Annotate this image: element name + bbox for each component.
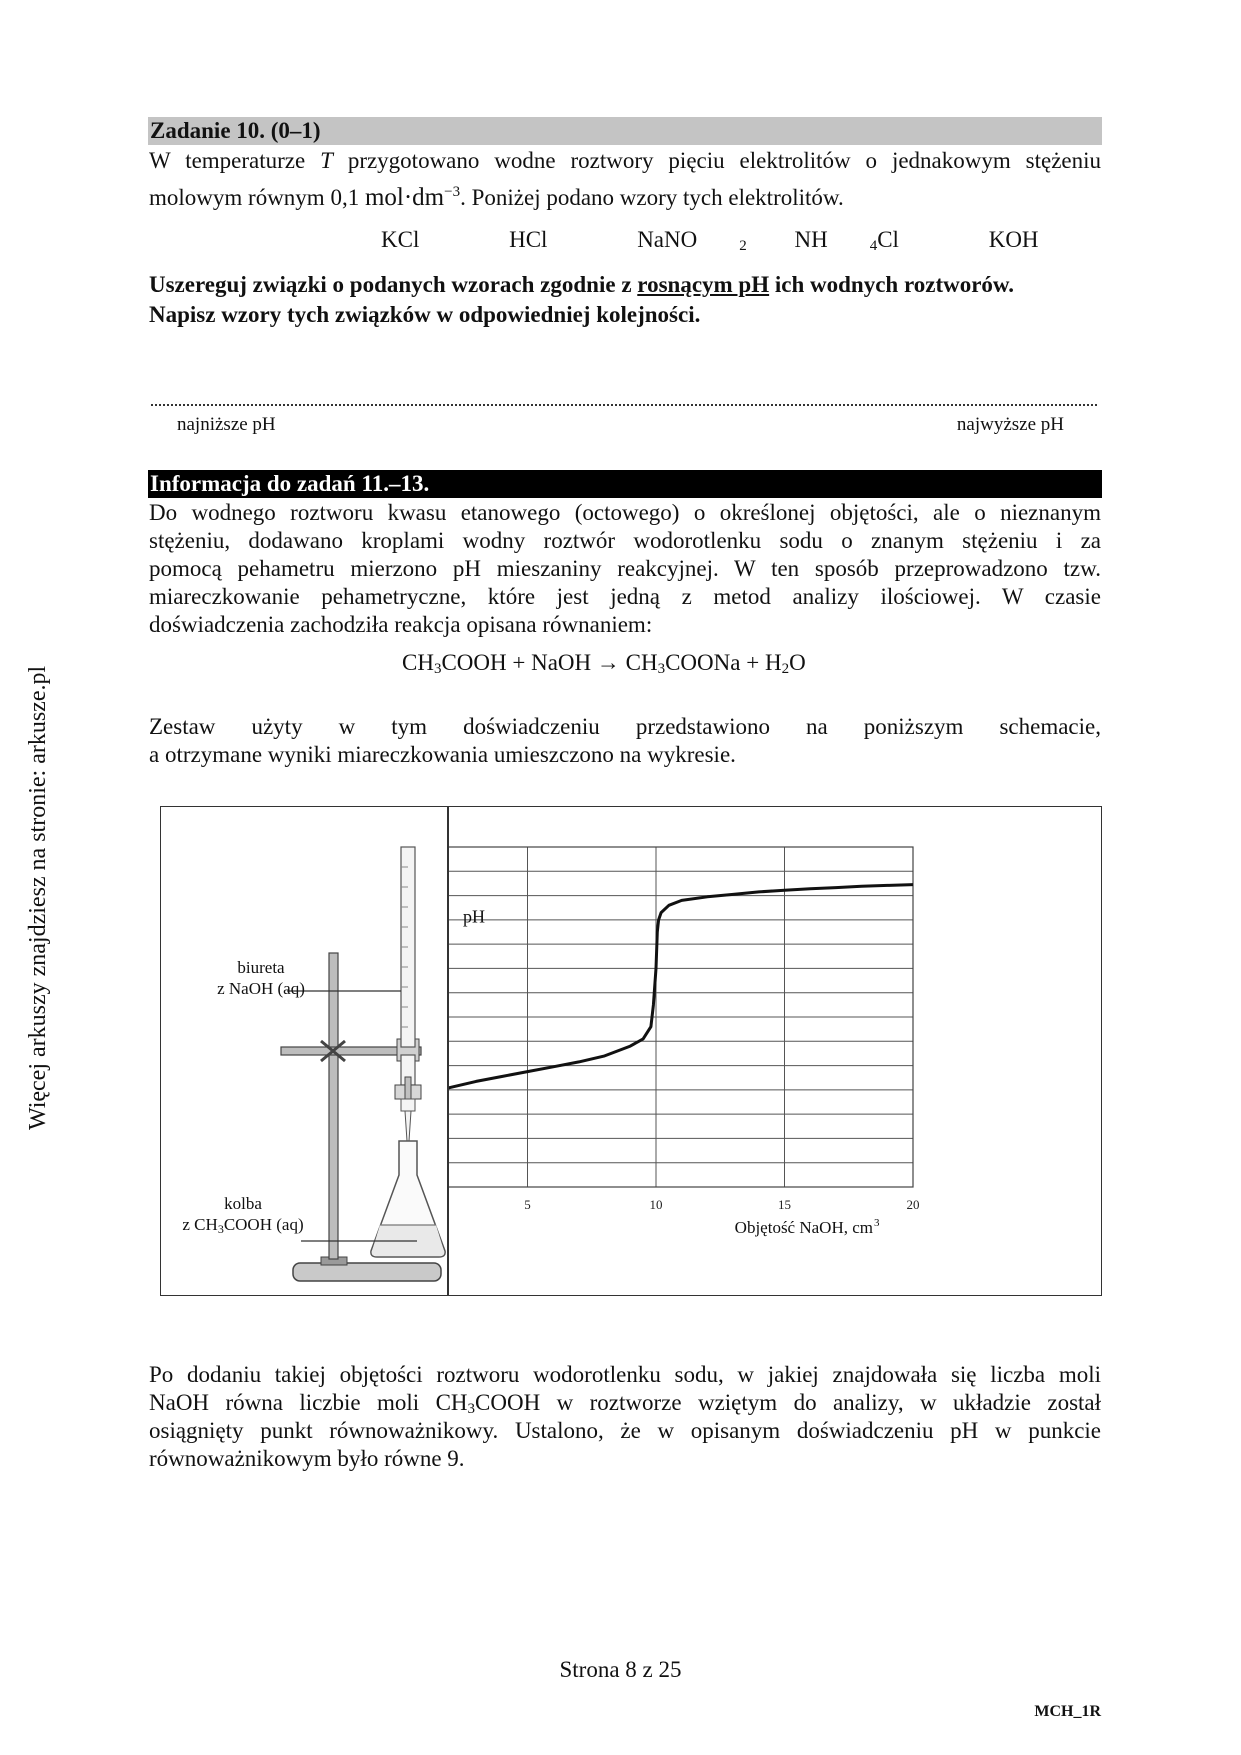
lowest-ph-label: najniższe pH (177, 414, 276, 435)
task-heading-bar (148, 117, 1102, 145)
info-paragraph-2: Zestaw użyty w tym doświadczeniu przedst… (149, 714, 1101, 767)
concentration-unit: mol·dm−3 (364, 184, 461, 211)
stand-base (292, 1262, 442, 1282)
info-heading: Informacja do zadań 11.–13. (150, 471, 430, 496)
x-axis-label-sup: 3 (874, 1217, 880, 1229)
answer-line[interactable] (151, 396, 1097, 406)
burette-label: biureta z NaOH (aq) (217, 958, 305, 998)
highest-ph-label: najwyższe pH (956, 414, 1064, 435)
exam-code: MCH_1R (1034, 1703, 1101, 1720)
task-intro: W temperaturze T przygotowano wodne rozt… (149, 147, 1101, 175)
info-paragraph: Do wodnego roztworu kwasu etanowego (oct… (149, 500, 1101, 637)
x-tick-label: 15 (778, 1197, 791, 1212)
task-heading: Zadanie 10. (0–1) (150, 118, 321, 143)
x-axis-label: Objętość NaOH, cm (735, 1218, 873, 1237)
figure-divider (447, 807, 449, 1295)
formula-3: NaNO 2 (637, 227, 747, 254)
page-number: Strona 8 z 25 (559, 1657, 682, 1682)
electrolyte-formulas: KCl HCl NaNO 2 NH 4Cl KOH (381, 227, 1123, 254)
x-tick-label: 10 (650, 1197, 663, 1212)
formula-2: HCl (509, 227, 548, 252)
formula-1: KCl (381, 227, 420, 252)
flask-label: kolba z CH3COOH (aq) (182, 1194, 304, 1236)
equivalence-paragraph: Po dodaniu takiej objętości roztworu wod… (149, 1362, 1102, 1471)
task-intro-line1: W temperaturze T przygotowano wodne rozt… (149, 148, 1102, 173)
clamp-arm (280, 1046, 422, 1056)
x-tick-label: 20 (907, 1197, 920, 1212)
info-heading-bar (148, 470, 1102, 498)
titration-apparatus-drawing (280, 846, 446, 1282)
figure-frame: biureta z NaOH (aq) kolba z CH3COOH (aq)… (160, 806, 1102, 1296)
formula-5: KOH (988, 227, 1039, 252)
side-note: Więcej arkuszy znajdziesz na stronie: ar… (25, 665, 51, 1130)
titration-chart: 0123456789101112131405101520pHObjętość N… (449, 846, 920, 1237)
reaction-equation: CH3COOH + NaOH → CH3COONa + H2O (402, 650, 806, 677)
x-tick-label: 5 (524, 1197, 531, 1212)
stand-rod (328, 952, 339, 1260)
plot-frame (449, 846, 914, 1188)
titration-curve (449, 883, 914, 1090)
formula-4: NH 4Cl (794, 227, 899, 254)
y-axis-label: pH (463, 906, 485, 926)
task-intro-line2: molowym równym 0,1 mol·dm−3. Poniżej pod… (149, 184, 844, 211)
task-instruction: Uszereguj związki o podanych wzorach zgo… (149, 272, 1015, 327)
